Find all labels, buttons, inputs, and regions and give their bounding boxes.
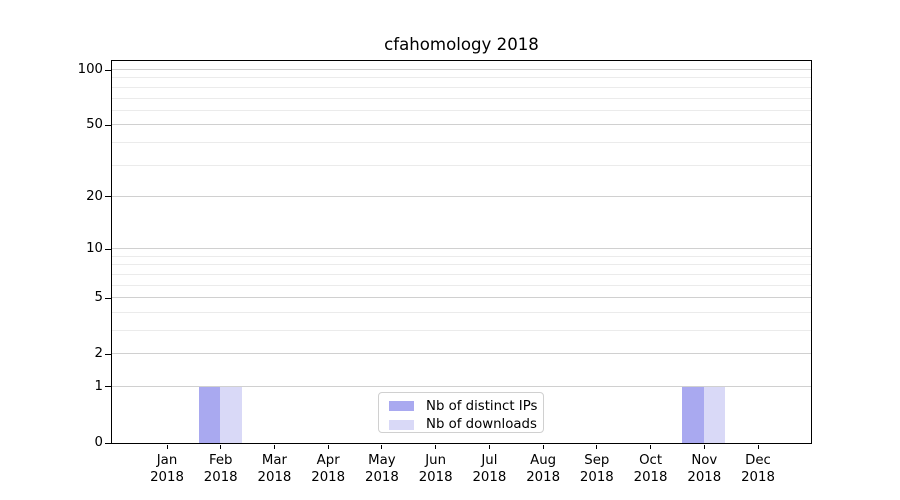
gridline-major-1 — [111, 385, 811, 387]
y-tick-label-20: 20 — [86, 188, 103, 204]
x-tick-year: 2018 — [472, 470, 507, 485]
x-tick-year: 2018 — [741, 470, 775, 485]
gridline-minor-80 — [111, 86, 811, 88]
x-tick-year: 2018 — [257, 470, 292, 485]
x-tick-label-jun-2018: Jun 2018 — [396, 452, 476, 486]
x-tick-year: 2018 — [633, 470, 668, 485]
y-tick-50 — [105, 124, 111, 126]
gridline-minor-90 — [111, 77, 811, 79]
x-tick-label-feb-2018: Feb 2018 — [181, 452, 261, 486]
x-tick-label-may-2018: May 2018 — [342, 452, 422, 486]
y-tick-10 — [105, 248, 111, 250]
gridline-major-50 — [111, 124, 811, 126]
legend-item-nb-of-downloads: Nb of downloads — [389, 416, 543, 435]
gridline-minor-3 — [111, 329, 811, 331]
x-tick-month: Jan — [156, 453, 178, 468]
gridline-major-100 — [111, 69, 811, 71]
y-tick-1 — [105, 386, 111, 388]
gridline-major-2 — [111, 353, 811, 355]
plot-area — [110, 59, 812, 444]
x-tick-year: 2018 — [418, 470, 453, 485]
x-tick-dec-2018 — [757, 444, 759, 449]
gridline-minor-6 — [111, 284, 811, 286]
gridline-minor-70 — [111, 97, 811, 99]
chart-title: cfahomology 2018 — [384, 35, 539, 54]
bar-nb-of-distinct-ips-nov-2018 — [682, 386, 704, 443]
x-tick-year: 2018 — [526, 470, 561, 485]
gridline-minor-30 — [111, 164, 811, 166]
x-tick-label-jul-2018: Jul 2018 — [449, 452, 529, 486]
x-tick-label-mar-2018: Mar 2018 — [234, 452, 314, 486]
y-tick-20 — [105, 196, 111, 198]
x-tick-month: Oct — [639, 453, 663, 468]
x-tick-year: 2018 — [150, 470, 184, 485]
x-tick-jun-2018 — [435, 444, 437, 449]
x-tick-month: Nov — [691, 453, 718, 468]
legend-label-nb-of-downloads: Nb of downloads — [426, 417, 537, 433]
gridline-minor-40 — [111, 141, 811, 143]
x-tick-nov-2018 — [703, 444, 705, 449]
x-tick-may-2018 — [381, 444, 383, 449]
y-tick-label-1: 1 — [94, 378, 103, 394]
legend-swatch-nb-of-downloads — [389, 419, 414, 430]
y-tick-100 — [105, 69, 111, 71]
x-tick-month: Jun — [425, 453, 447, 468]
x-tick-year: 2018 — [364, 470, 399, 485]
x-tick-month: Feb — [208, 453, 233, 468]
y-tick-label-50: 50 — [86, 117, 103, 133]
y-tick-label-5: 5 — [94, 290, 103, 306]
gridline-major-20 — [111, 195, 811, 197]
x-tick-jul-2018 — [488, 444, 490, 449]
x-tick-month: Dec — [745, 453, 771, 468]
x-tick-month: Sep — [584, 453, 610, 468]
gridline-minor-60 — [111, 109, 811, 111]
x-tick-year: 2018 — [687, 470, 722, 485]
legend-swatch-nb-of-distinct-ips — [389, 401, 414, 412]
gridline-major-5 — [111, 297, 811, 299]
gridline-minor-9 — [111, 255, 811, 257]
x-tick-month: May — [368, 453, 396, 468]
gridline-minor-4 — [111, 311, 811, 313]
x-tick-month: Aug — [530, 453, 557, 468]
x-tick-oct-2018 — [650, 444, 652, 449]
bar-nb-of-downloads-nov-2018 — [703, 386, 726, 443]
x-tick-year: 2018 — [311, 470, 346, 485]
gridline-minor-7 — [111, 273, 811, 275]
x-tick-month: Apr — [316, 453, 340, 468]
x-tick-label-dec-2018: Dec 2018 — [718, 452, 798, 486]
x-tick-jan-2018 — [166, 444, 168, 449]
gridline-major-10 — [111, 248, 811, 250]
y-tick-5 — [105, 297, 111, 299]
x-tick-label-jan-2018: Jan 2018 — [127, 452, 207, 486]
x-tick-year: 2018 — [579, 470, 614, 485]
x-tick-month: Mar — [261, 453, 287, 468]
x-tick-label-aug-2018: Aug 2018 — [503, 452, 583, 486]
y-tick-label-2: 2 — [94, 346, 103, 362]
x-tick-feb-2018 — [220, 444, 222, 449]
y-tick-label-0: 0 — [94, 435, 103, 450]
x-tick-label-oct-2018: Oct 2018 — [611, 452, 691, 486]
y-tick-label-100: 100 — [77, 62, 103, 78]
legend: Nb of distinct IPs Nb of downloads — [378, 392, 544, 433]
bar-nb-of-downloads-feb-2018 — [220, 386, 242, 443]
x-tick-month: Jul — [481, 453, 498, 468]
y-tick-label-10: 10 — [86, 241, 103, 257]
x-tick-label-apr-2018: Apr 2018 — [288, 452, 368, 486]
x-tick-aug-2018 — [542, 444, 544, 449]
gridline-minor-8 — [111, 264, 811, 266]
x-tick-label-sep-2018: Sep 2018 — [557, 452, 637, 486]
x-tick-mar-2018 — [273, 444, 275, 449]
x-tick-label-nov-2018: Nov 2018 — [664, 452, 744, 486]
bar-nb-of-distinct-ips-feb-2018 — [198, 386, 221, 443]
x-tick-apr-2018 — [327, 444, 329, 449]
y-tick-0 — [105, 442, 111, 444]
y-tick-2 — [105, 353, 111, 355]
x-tick-year: 2018 — [203, 470, 238, 485]
legend-label-nb-of-distinct-ips: Nb of distinct IPs — [426, 398, 538, 414]
x-tick-sep-2018 — [596, 444, 598, 449]
legend-item-nb-of-distinct-ips: Nb of distinct IPs — [389, 397, 543, 416]
